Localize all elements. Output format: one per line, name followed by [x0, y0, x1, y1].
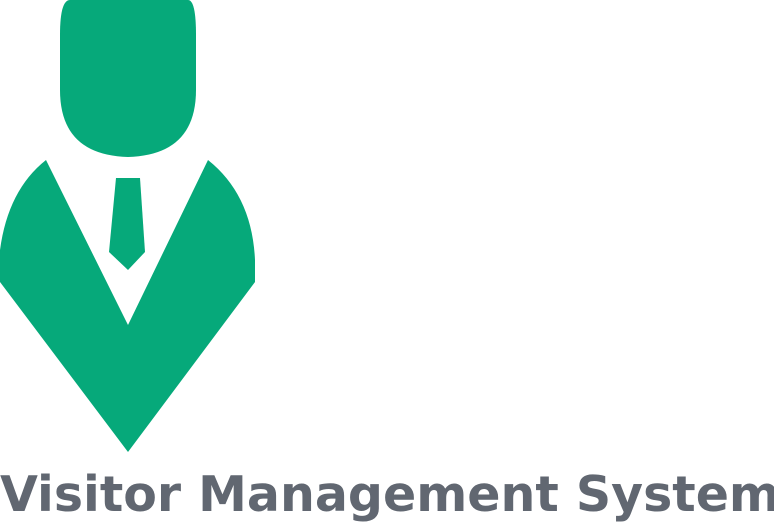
- person-with-tie-icon: [0, 0, 255, 452]
- logo-title: Visitor Management System: [0, 466, 774, 523]
- person-body: [0, 160, 255, 452]
- person-head: [60, 0, 196, 157]
- person-tie: [109, 178, 145, 270]
